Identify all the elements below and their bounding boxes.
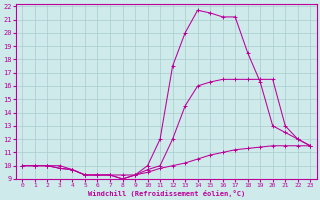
X-axis label: Windchill (Refroidissement éolien,°C): Windchill (Refroidissement éolien,°C) [88, 190, 245, 197]
